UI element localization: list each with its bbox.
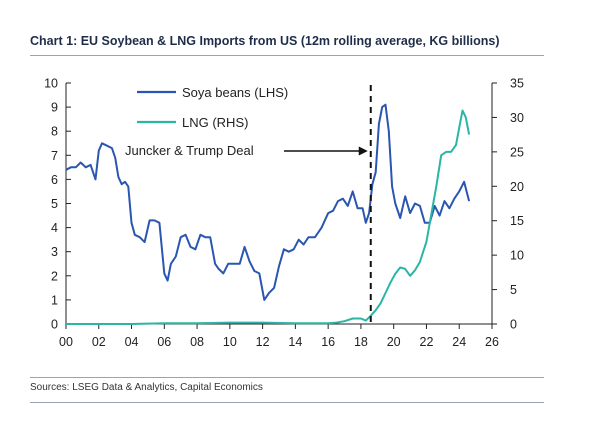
x-tick-label: 06 [157, 335, 171, 349]
x-tick-label: 00 [59, 335, 73, 349]
y-left-tick-label: 8 [51, 125, 58, 139]
x-tick-label: 20 [387, 335, 401, 349]
x-tick-label: 02 [92, 335, 106, 349]
lng-series-line [66, 109, 471, 325]
x-tick-label: 22 [420, 335, 434, 349]
y-left-tick-label: 7 [51, 149, 58, 163]
y-right-tick-label: 35 [510, 77, 524, 91]
x-tick-label: 16 [321, 335, 335, 349]
source-rule [30, 377, 544, 378]
y-right-tick-label: 5 [510, 283, 517, 297]
x-tick-label: 24 [452, 335, 466, 349]
annotation-label: Juncker & Trump Deal [125, 143, 254, 158]
y-left-tick-label: 6 [51, 173, 58, 187]
y-right-tick-label: 10 [510, 249, 524, 263]
bottom-rule [30, 402, 544, 403]
chart-annotation: Juncker & Trump Deal [125, 85, 372, 324]
title-rule [30, 55, 544, 56]
y-left-tick-label: 5 [51, 197, 58, 211]
x-tick-label: 12 [256, 335, 270, 349]
chart-title: Chart 1: EU Soybean & LNG Imports from U… [30, 34, 500, 48]
chart-lines [65, 103, 471, 325]
y-right-tick-label: 20 [510, 180, 524, 194]
y-left-tick-label: 2 [51, 269, 58, 283]
x-tick-label: 10 [223, 335, 237, 349]
y-right-tick-label: 25 [510, 145, 524, 159]
y-right-tick-label: 15 [510, 214, 524, 228]
y-right-tick-label: 30 [510, 111, 524, 125]
x-tick-label: 18 [354, 335, 368, 349]
y-left-tick-label: 1 [51, 293, 58, 307]
source-note: Sources: LSEG Data & Analytics, Capital … [30, 382, 263, 393]
y-left-tick-label: 4 [51, 221, 58, 235]
annotation-arrow-head [358, 146, 368, 156]
y-right-tick-label: 0 [510, 318, 517, 332]
x-tick-label: 14 [288, 335, 302, 349]
x-tick-label: 26 [485, 335, 499, 349]
y-left-tick-label: 10 [44, 77, 58, 91]
soya-series-line [65, 103, 471, 301]
x-tick-label: 08 [190, 335, 204, 349]
y-left-tick-label: 3 [51, 245, 58, 259]
chart-legend: Soya beans (LHS) LNG (RHS) [137, 85, 288, 130]
y-left-tick-label: 9 [51, 101, 58, 115]
x-tick-label: 04 [125, 335, 139, 349]
legend-label: Soya beans (LHS) [182, 85, 288, 100]
y-left-tick-label: 0 [51, 318, 58, 332]
legend-label: LNG (RHS) [182, 115, 248, 130]
